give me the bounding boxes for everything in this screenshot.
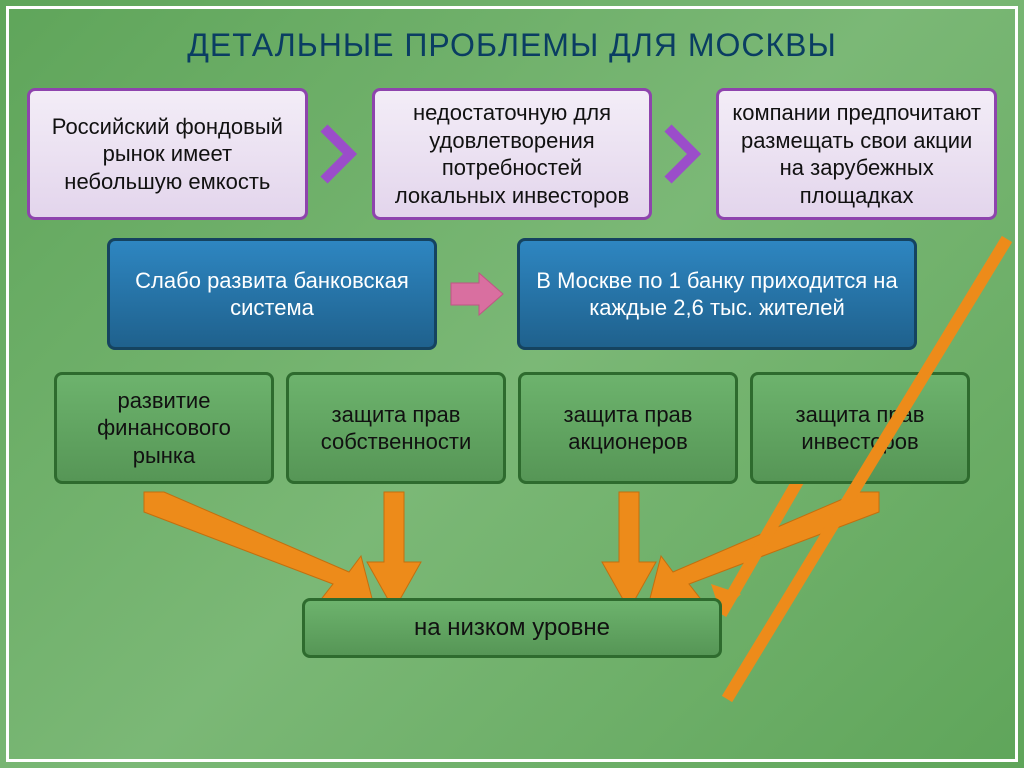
slide-title: ДЕТАЛЬНЫЕ ПРОБЛЕМЫ ДЛЯ МОСКВЫ: [9, 9, 1015, 88]
chevron-arrow-icon: [320, 124, 360, 184]
box-bank-ratio: В Москве по 1 банку приходится на каждые…: [517, 238, 917, 350]
box-low-level: на низком уровне: [302, 598, 722, 658]
box-investors-needs: недостаточную для удовлетворения потребн…: [372, 88, 653, 220]
box-weak-banking: Слабо развита банковская система: [107, 238, 437, 350]
row-1: Российский фондовый рынок имеет небольшу…: [9, 88, 1015, 220]
box-investor-rights: защита прав инвесторов: [750, 372, 970, 484]
box-property-rights: защита прав собственности: [286, 372, 506, 484]
slide-frame: ДЕТАЛЬНЫЕ ПРОБЛЕМЫ ДЛЯ МОСКВЫ Российский…: [6, 6, 1018, 762]
bottom-area: на низком уровне: [9, 484, 1015, 684]
bottom-box-wrap: на низком уровне: [302, 598, 722, 658]
box-foreign-placement: компании предпочитают размещать свои акц…: [716, 88, 997, 220]
slide: ДЕТАЛЬНЫЕ ПРОБЛЕМЫ ДЛЯ МОСКВЫ Российский…: [0, 0, 1024, 768]
box-shareholder-rights: защита прав акционеров: [518, 372, 738, 484]
chevron-arrow-icon: [664, 124, 704, 184]
row-2: Слабо развита банковская система В Москв…: [9, 238, 1015, 350]
block-arrow-icon: [449, 269, 505, 319]
row-3: развитие финансового рынка защита прав с…: [9, 372, 1015, 484]
box-fin-market-dev: развитие финансового рынка: [54, 372, 274, 484]
box-stock-market: Российский фондовый рынок имеет небольшу…: [27, 88, 308, 220]
